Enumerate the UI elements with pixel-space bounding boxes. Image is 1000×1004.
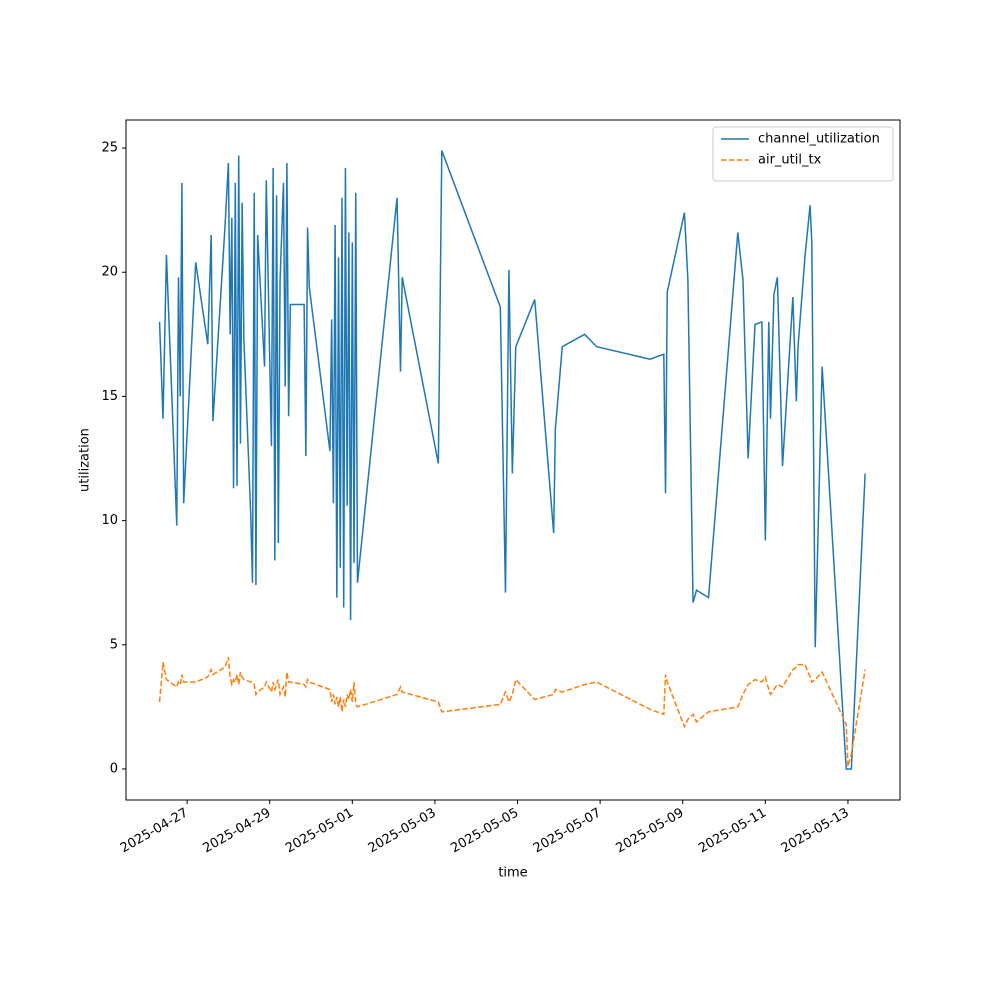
y-tick-label: 15 — [101, 389, 118, 404]
x-tick-label: 2025-05-07 — [531, 806, 604, 857]
x-tick-label: 2025-05-09 — [614, 806, 687, 857]
y-tick-label: 10 — [101, 513, 118, 528]
y-tick-label: 5 — [110, 637, 118, 652]
x-axis-label: time — [498, 866, 527, 881]
x-tick-label: 2025-05-01 — [283, 806, 356, 857]
legend-box — [712, 126, 894, 182]
plot-frame — [125, 119, 901, 801]
legend: channel_utilization air_util_tx — [712, 126, 894, 182]
x-tick-label: 2025-04-29 — [201, 806, 274, 857]
series-line — [158, 656, 866, 767]
legend-label: air_util_tx — [758, 153, 822, 168]
x-tick-label: 2025-05-05 — [448, 806, 521, 857]
y-tick-label: 20 — [101, 265, 118, 280]
y-tick-label: 25 — [101, 141, 118, 156]
legend-label: channel_utilization — [758, 132, 880, 147]
y-tick-label: 0 — [110, 761, 118, 776]
x-tick-label: 2025-05-13 — [779, 806, 852, 857]
series-line — [158, 150, 866, 770]
x-tick-label: 2025-04-27 — [118, 806, 191, 857]
x-tick-label: 2025-05-11 — [696, 806, 769, 857]
x-tick-label: 2025-05-03 — [366, 806, 439, 857]
y-axis-label: utilization — [78, 428, 93, 492]
